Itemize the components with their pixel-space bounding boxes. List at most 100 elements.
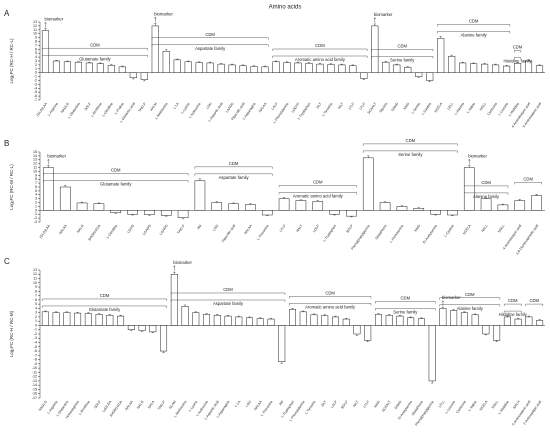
error-bar [395, 63, 398, 65]
y-tick-label: -3 [34, 220, 37, 224]
cdm-label: CDM [229, 161, 239, 166]
error-bar [77, 61, 80, 63]
bar [525, 316, 533, 326]
error-bar [44, 310, 47, 312]
cdm-label: CDM [513, 45, 523, 50]
cdm-bracket [278, 185, 357, 188]
x-tick-label: (GLG)LAA [39, 223, 52, 239]
biomarker-arrow [47, 158, 50, 165]
x-tick-label: NGLL [497, 224, 505, 234]
error-bar [495, 340, 498, 342]
bar [261, 210, 273, 216]
error-bar [226, 315, 230, 317]
y-tick-label: -2 [34, 332, 37, 336]
bar [329, 210, 340, 215]
y-tick-label: 13 [33, 20, 37, 24]
error-bar [428, 80, 431, 82]
biomarker-arrow [441, 300, 445, 307]
y-tick-label: 13 [33, 268, 37, 272]
x-tick-label: NCELA [479, 399, 489, 411]
bar [117, 315, 125, 326]
y-tick-label: -4 [34, 86, 37, 90]
error-bar [55, 60, 58, 61]
error-bar [527, 59, 530, 61]
error-bar [439, 36, 442, 39]
bar [74, 312, 82, 326]
y-tick-label: -11 [32, 370, 37, 374]
cdm-bracket [514, 50, 522, 53]
bar [448, 56, 456, 73]
error-bar [538, 64, 541, 66]
x-tick-label: L-Valine [466, 102, 476, 114]
cdm-bracket [437, 24, 511, 27]
error-bar [132, 77, 135, 80]
error-bar [47, 165, 50, 168]
bar [346, 210, 357, 217]
bar [393, 64, 401, 73]
bar [338, 64, 346, 73]
family-bracket [363, 150, 458, 153]
bar [362, 157, 374, 211]
x-tick-label: LFLP [279, 223, 287, 233]
y-tick-label: 10 [33, 281, 37, 285]
y-tick-label: -7 [34, 98, 37, 102]
biomarker-label: biomarker [154, 12, 173, 17]
family-label: Alanine family [473, 194, 500, 199]
bar [481, 63, 489, 73]
error-bar [162, 351, 165, 353]
x-tick-label: 5OLP [84, 101, 93, 111]
x-tick-label: NCELA [462, 223, 472, 235]
x-tick-label: LFLP [358, 101, 366, 111]
error-bar [282, 197, 286, 199]
family-label: Aspartate family [219, 175, 250, 180]
error-bar [505, 65, 508, 67]
y-tick-label: 0 [35, 71, 37, 75]
x-tick-label: L-LA [172, 101, 180, 110]
y-tick-label: 10 [33, 169, 37, 173]
error-bar [181, 217, 185, 220]
bar [430, 210, 441, 215]
error-bar [366, 340, 369, 342]
error-bar [216, 314, 219, 316]
bar [184, 61, 192, 73]
x-tick-label: L-Arginine [47, 102, 59, 117]
cdm-label: CDM [111, 168, 121, 173]
bar [206, 62, 214, 73]
x-tick-label: AKLM [149, 102, 158, 112]
y-tick-label: -3 [34, 82, 37, 86]
bar [256, 318, 264, 326]
error-bar [165, 215, 168, 217]
x-tick-label: L-Threonine [256, 224, 270, 241]
error-bar [506, 315, 509, 317]
y-axis-label: Log₂FC (RC-H / RC-L) [9, 38, 14, 84]
bar [379, 202, 391, 211]
bar [283, 62, 291, 73]
error-bar [285, 61, 289, 63]
bar [407, 317, 415, 326]
y-tick-label: 1 [35, 204, 37, 208]
bar [195, 62, 203, 73]
error-bar [494, 63, 497, 65]
cdm-bracket [371, 49, 434, 52]
error-bar [400, 205, 404, 207]
error-bar [187, 60, 190, 62]
x-tick-label: NLAM [168, 400, 177, 410]
error-bar [88, 61, 91, 63]
y-tick-label: 10 [33, 32, 37, 36]
bar [250, 66, 258, 73]
bar [437, 38, 445, 73]
family-label: Alanine family [457, 306, 484, 311]
bar [305, 63, 313, 73]
x-tick-label: NALA [147, 399, 156, 409]
error-bar [362, 78, 366, 80]
biomarker-arrow [173, 265, 176, 272]
bar [471, 314, 479, 326]
bar [149, 325, 157, 333]
error-bar [409, 316, 412, 318]
y-tick-label: 5 [35, 51, 37, 55]
error-bar [65, 311, 69, 313]
y-axis-label: Log₂FC (RC-M / RC-L) [9, 164, 14, 210]
family-bracket [375, 308, 436, 311]
error-bar [237, 315, 240, 317]
error-bar [269, 318, 273, 320]
